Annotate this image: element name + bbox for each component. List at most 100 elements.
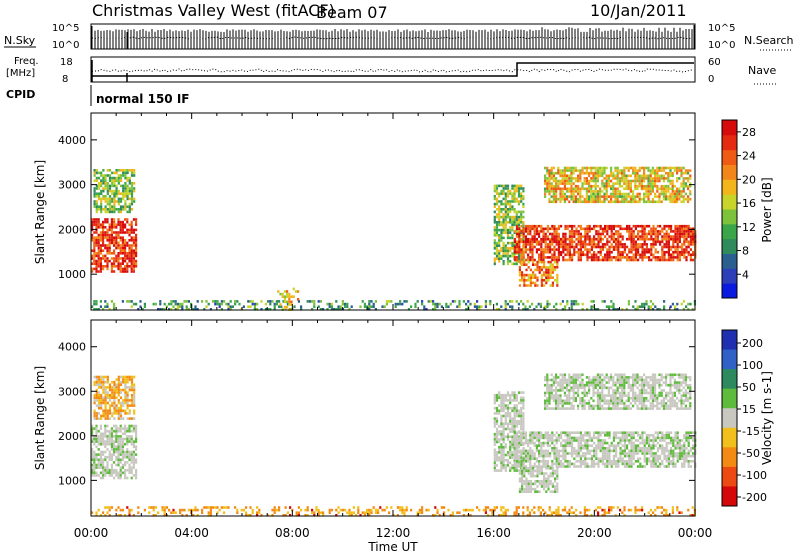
rti-cell: [533, 511, 536, 514]
rti-cell: [511, 466, 514, 470]
rti-cell: [597, 441, 600, 445]
rti-cell: [163, 308, 166, 311]
rti-cell: [511, 226, 514, 229]
rti-cell: [383, 508, 386, 512]
rti-cell: [443, 511, 446, 514]
rti-cell: [128, 192, 131, 195]
colorbar-tick-label: 16: [742, 197, 756, 210]
rti-cell: [104, 414, 107, 418]
rti-cell: [658, 187, 661, 191]
rti-cell: [665, 250, 668, 254]
rti-cell: [306, 508, 309, 512]
rti-cell: [104, 424, 107, 428]
rti-cell: [117, 442, 120, 446]
rti-cell: [163, 302, 166, 306]
colorbar-tick-label: 12: [742, 221, 756, 234]
rti-cell: [110, 236, 113, 239]
rti-cell: [636, 177, 639, 180]
rti-cell: [523, 284, 526, 287]
rti-cell: [115, 432, 118, 436]
rti-cell: [111, 404, 114, 407]
rti-cell: [639, 245, 642, 249]
rti-cell: [500, 228, 503, 232]
rti-cell: [557, 457, 560, 460]
rti-cell: [506, 252, 510, 255]
rti-cell: [676, 256, 679, 259]
rti-cell: [100, 414, 103, 418]
rti-cell: [93, 437, 96, 441]
rti-cell: [517, 451, 521, 454]
rti-cell: [124, 176, 127, 180]
rti-cell: [113, 208, 116, 211]
rti-cell: [122, 195, 125, 198]
rti-cell: [634, 447, 637, 450]
rti-cell: [564, 449, 567, 453]
rti-cell: [582, 436, 585, 440]
rti-cell: [672, 452, 675, 455]
rti-cell: [568, 248, 571, 251]
rti-cell: [606, 434, 609, 437]
rti-cell: [513, 197, 516, 201]
rti-cell: [566, 243, 569, 246]
rti-cell: [524, 439, 527, 442]
rti-cell: [606, 232, 609, 236]
rti-cell: [130, 270, 133, 273]
rti-cell: [610, 444, 613, 447]
rti-cell: [99, 514, 102, 517]
rti-cell: [654, 465, 657, 468]
rti-cell: [518, 227, 521, 231]
rti-cell: [654, 508, 657, 512]
rti-cell: [374, 308, 377, 311]
rti-cell: [627, 195, 630, 198]
rti-cell: [564, 227, 567, 231]
rti-cell: [93, 171, 96, 175]
rti-cell: [130, 184, 134, 188]
rti-cell: [493, 438, 496, 441]
rti-cell: [623, 248, 626, 251]
rti-cell: [495, 257, 499, 260]
rti-cell: [203, 308, 206, 311]
rti-cell: [557, 187, 560, 191]
rti-cell: [115, 468, 118, 472]
rti-cell: [500, 189, 503, 193]
rti-cell: [498, 440, 501, 444]
rti-cell: [603, 200, 606, 204]
rti-cell: [626, 253, 629, 257]
rti-cell: [571, 232, 574, 236]
rti-cell: [533, 441, 536, 445]
rti-cell: [509, 448, 512, 452]
rti-cell: [506, 427, 510, 431]
rti-cell: [500, 464, 503, 467]
rti-cell: [269, 308, 272, 311]
rti-cell: [670, 460, 673, 463]
rti-cell: [286, 290, 289, 293]
rti-cell: [531, 441, 534, 445]
rti-cell: [108, 437, 111, 441]
rti-cell: [106, 466, 109, 469]
rti-cell: [423, 305, 426, 308]
rti-cell: [551, 232, 554, 236]
rti-cell: [553, 232, 556, 236]
rti-cell: [643, 465, 646, 468]
rti-cell: [447, 508, 450, 512]
rti-cell: [95, 254, 98, 258]
rti-cell: [637, 258, 640, 262]
rti-cell: [100, 386, 103, 389]
rti-cell: [557, 245, 560, 249]
rti-cell: [495, 226, 499, 229]
rti-cell: [651, 171, 654, 175]
rti-cell: [513, 457, 516, 460]
rti-cell: [685, 240, 688, 244]
rti-cell: [674, 305, 677, 308]
rti-cell: [608, 258, 611, 262]
rti-cell: [106, 231, 109, 234]
rti-cell: [685, 230, 688, 233]
rti-cell: [621, 439, 624, 442]
rti-cell: [643, 177, 646, 180]
rti-cell: [247, 300, 250, 303]
rti-cell: [575, 245, 578, 249]
rti-cell: [124, 202, 127, 206]
rti-cell: [348, 514, 351, 517]
rti-cell: [440, 506, 443, 509]
rti-cell: [678, 224, 681, 228]
